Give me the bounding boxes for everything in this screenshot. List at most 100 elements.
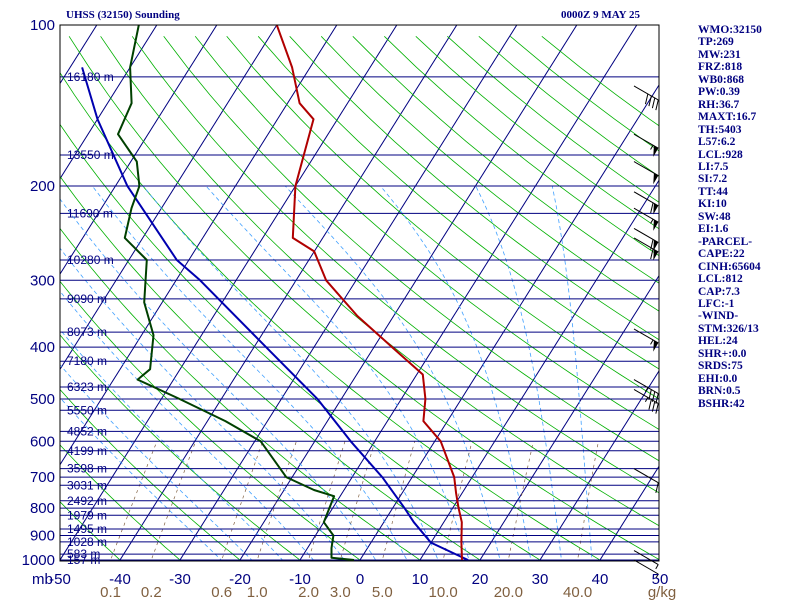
barb-flag xyxy=(644,93,649,105)
index-item: TP:269 xyxy=(698,36,734,49)
mixing-ratio-tick-label: 40.0 xyxy=(563,584,592,600)
index-item: STM:326/13 xyxy=(698,322,759,335)
indices-panel: WMO:32150 TP:269 MW:231 FRZ:818 WB0:868 PW:0.… xyxy=(698,24,798,410)
y-unit-label: mb xyxy=(32,571,53,588)
pressure-tick-label: 800 xyxy=(30,500,55,517)
temperature-tick-label: -30 xyxy=(169,571,191,588)
barb-pennant xyxy=(653,219,659,231)
barb-half-flag xyxy=(650,339,654,345)
isotherm-line xyxy=(418,179,659,561)
isotherm-line xyxy=(60,25,218,275)
mixing-ratio-line xyxy=(577,441,599,561)
index-item: CAP:7.3 xyxy=(698,285,740,298)
chart-title: UHSS (32150) Sounding xyxy=(66,9,180,21)
temperature-tick-label: 0 xyxy=(356,571,364,588)
pressure-tick-label: 300 xyxy=(30,272,55,289)
index-item: EI:1.6 xyxy=(698,223,729,236)
wind-barb xyxy=(633,207,659,231)
isotherm-line xyxy=(60,25,158,180)
isotherm-line xyxy=(178,25,518,561)
barb-flag xyxy=(651,97,656,109)
dry-adiabat-line xyxy=(60,388,242,561)
index-item: WMO:32150 xyxy=(698,24,762,36)
barb-staff xyxy=(633,468,659,484)
wind-barb xyxy=(633,237,659,261)
barb-pennant xyxy=(653,145,659,157)
moist-adiabat-line xyxy=(285,185,501,561)
pressure-tick-label: 500 xyxy=(30,391,55,408)
moist-adiabat-line xyxy=(60,290,315,561)
mixing-ratio-line xyxy=(307,441,346,561)
barb-pennant xyxy=(653,203,659,215)
index-item: FRZ:818 xyxy=(698,61,743,74)
index-item: -PARCEL- xyxy=(698,235,753,248)
barb-staff xyxy=(633,207,659,223)
dry-adiabat-line xyxy=(60,72,603,561)
dry-adiabat-line xyxy=(60,444,182,561)
dry-adiabat-line xyxy=(131,36,659,494)
barb-flag xyxy=(655,403,659,414)
index-item: BSHR:42 xyxy=(698,397,745,410)
dry-adiabat-line xyxy=(226,36,659,400)
dry-adiabat-line xyxy=(257,36,659,370)
barb-pennant xyxy=(653,239,659,252)
index-item: RH:36.7 xyxy=(698,98,740,111)
isotherm-line xyxy=(60,25,338,466)
isotherm-line xyxy=(238,25,578,561)
index-item: -WIND- xyxy=(698,310,739,323)
index-item: CINH:65604 xyxy=(698,260,761,273)
wind-barb xyxy=(633,133,659,157)
index-item: MAXT:16.7 xyxy=(698,111,757,124)
mixing-ratio-line xyxy=(381,441,416,561)
index-item: LFC:-1 xyxy=(698,297,735,310)
temperature-tick-label: 20 xyxy=(472,571,489,588)
barb-staff xyxy=(633,133,659,149)
barb-flag xyxy=(655,482,659,493)
barb-staff xyxy=(633,227,659,243)
barb-flag xyxy=(648,399,652,410)
height-label: 157 m xyxy=(67,553,100,567)
barb-staff xyxy=(633,161,659,177)
dry-adiabat-line xyxy=(100,36,659,527)
isotherm-line xyxy=(118,25,458,561)
mixing-ratio-tick-label: 20.0 xyxy=(494,584,523,600)
dry-adiabat-line xyxy=(384,36,659,257)
dry-adiabat-line xyxy=(60,501,122,561)
wind-barb xyxy=(633,550,659,570)
wind-barb xyxy=(633,161,659,185)
barb-half-flag xyxy=(650,144,654,150)
height-label: 4852 m xyxy=(67,424,107,438)
height-label: 5550 m xyxy=(67,403,107,417)
barb-flag xyxy=(650,202,654,214)
mixing-ratio-tick-label: 10.0 xyxy=(429,584,458,600)
index-item: EHI:0.0 xyxy=(698,372,738,385)
barb-flag xyxy=(648,95,652,107)
mixing-ratio-tick-label: 0.2 xyxy=(141,584,162,600)
dry-adiabat-line xyxy=(60,280,363,561)
pressure-tick-label: 900 xyxy=(30,528,55,545)
profiles-layer xyxy=(81,25,469,561)
height-label: 4199 m xyxy=(67,444,107,458)
mixing-ratio-tick-label: 0.1 xyxy=(100,584,121,600)
index-item: LI:7.5 xyxy=(698,160,729,173)
index-item: BRN:0.5 xyxy=(698,385,741,398)
height-label: 3031 m xyxy=(67,478,107,492)
barb-flag xyxy=(650,239,654,250)
dewpoint-trace xyxy=(117,25,355,561)
index-item: SI:7.2 xyxy=(698,173,728,186)
wind-barb xyxy=(633,468,659,493)
barb-pennant xyxy=(653,173,659,185)
wind-barb xyxy=(633,379,659,404)
temperature-tick-label: 40 xyxy=(592,571,609,588)
isotherm-line xyxy=(598,465,659,561)
height-label: 3598 m xyxy=(67,462,107,476)
height-label: 10280 m xyxy=(67,253,114,267)
mixing-ratio-line xyxy=(109,441,158,561)
index-item: HEL:24 xyxy=(698,335,738,348)
index-item: SW:48 xyxy=(698,210,731,223)
moist-adiabat-line xyxy=(92,185,408,561)
dry-adiabat-line xyxy=(320,36,659,312)
barb-flag xyxy=(655,393,659,404)
